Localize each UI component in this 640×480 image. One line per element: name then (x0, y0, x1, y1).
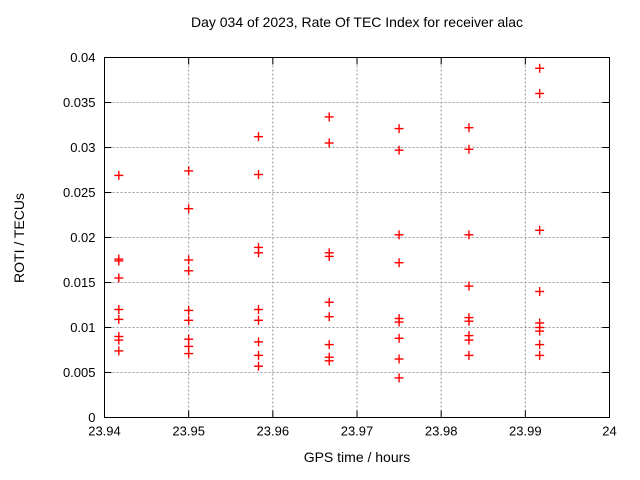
data-point (535, 63, 545, 73)
data-point (184, 349, 194, 359)
data-point (254, 132, 264, 142)
data-point (394, 124, 404, 134)
data-point (324, 138, 334, 148)
data-point (254, 361, 264, 371)
data-point (394, 373, 404, 383)
data-point (394, 145, 404, 155)
data-point (464, 335, 474, 345)
data-point (184, 166, 194, 176)
x-tick-label: 23.99 (509, 424, 542, 439)
y-tick-label: 0.005 (63, 365, 96, 380)
tick-labels: 23.94 23.95 23.96 23.97 23.98 23.99 24 0 0.005 0.… (63, 50, 617, 439)
data-point (184, 305, 194, 315)
data-point (114, 273, 124, 283)
gridlines (104, 57, 610, 418)
data-point (464, 281, 474, 291)
x-tick-label: 23.94 (88, 424, 121, 439)
data-point (254, 248, 264, 258)
data-point (114, 314, 124, 324)
data-point (324, 356, 334, 366)
y-tick-label: 0.015 (63, 275, 96, 290)
data-point (394, 317, 404, 327)
data-point (254, 315, 264, 325)
data-point (184, 255, 194, 265)
y-tick-label: 0.04 (70, 50, 95, 65)
data-point (394, 333, 404, 343)
data-point (184, 204, 194, 214)
data-point (535, 287, 545, 296)
data-point (114, 335, 124, 345)
data-point (114, 305, 124, 314)
data-point (394, 258, 404, 268)
data-point (184, 315, 194, 325)
data-point (324, 251, 334, 261)
y-tick-label: 0.035 (63, 95, 96, 110)
x-tick-label: 23.96 (257, 424, 290, 439)
y-tick-label: 0.025 (63, 185, 96, 200)
y-tick-label: 0 (88, 410, 95, 425)
data-point (535, 89, 545, 98)
data-point (394, 230, 404, 240)
data-point (254, 305, 264, 314)
data-point (254, 337, 264, 347)
data-point (324, 297, 334, 307)
tick-marks (104, 57, 610, 418)
data-point (464, 230, 474, 240)
data-point (114, 170, 124, 180)
data-point (535, 326, 545, 336)
data-point (254, 170, 264, 179)
data-point (464, 316, 474, 326)
data-point (324, 312, 334, 322)
data-point (394, 354, 404, 364)
x-tick-label: 23.98 (425, 424, 458, 439)
data-point (324, 112, 334, 122)
data-point (324, 340, 334, 350)
y-tick-label: 0.01 (70, 320, 95, 335)
data-point (254, 350, 264, 360)
x-tick-label: 24 (602, 424, 616, 439)
y-tick-label: 0.03 (70, 140, 95, 155)
data-points (114, 63, 545, 383)
data-point (535, 350, 545, 360)
chart-title: Day 034 of 2023, Rate Of TEC Index for r… (190, 14, 524, 30)
data-point (464, 123, 474, 133)
data-point (114, 256, 124, 266)
data-point (464, 350, 474, 360)
data-point (464, 144, 474, 154)
y-tick-label: 0.02 (70, 230, 95, 245)
x-tick-label: 23.95 (172, 424, 205, 439)
x-axis-label: GPS time / hours (303, 449, 411, 465)
data-point (535, 225, 545, 235)
data-point (535, 340, 545, 350)
data-point (114, 346, 124, 356)
data-point (184, 266, 194, 276)
x-tick-label: 23.97 (341, 424, 374, 439)
